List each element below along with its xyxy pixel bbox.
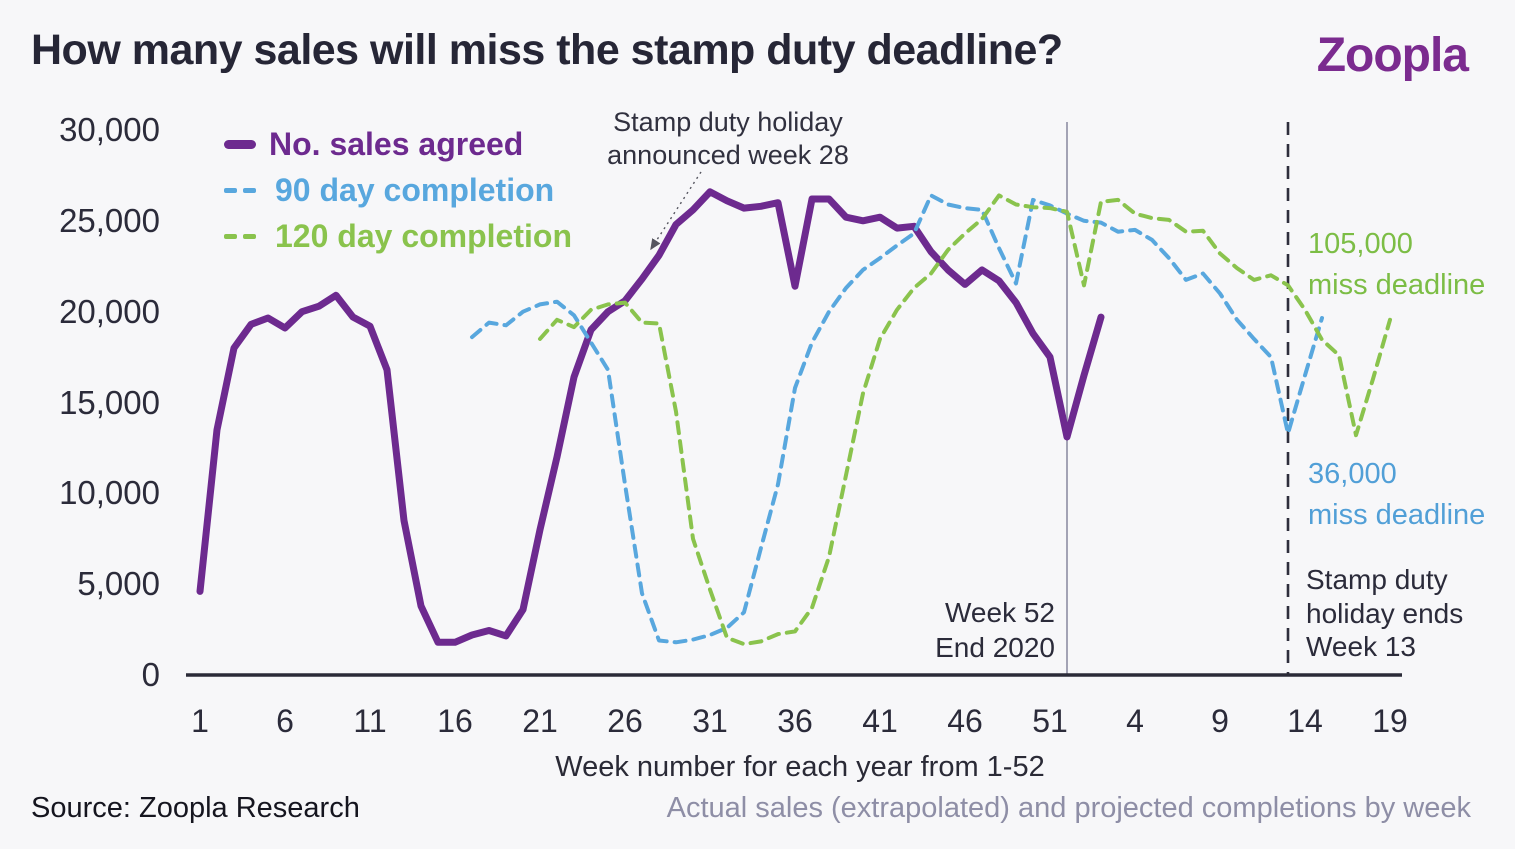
- series-no-sales-agreed: [196, 188, 1105, 646]
- y-tick-label: 5,000: [77, 565, 160, 603]
- annotation-line: Stamp duty holiday: [613, 107, 843, 137]
- x-axis-title: Week number for each year from 1-52: [555, 751, 1045, 783]
- dashed-line-swatch-icon: [224, 187, 262, 193]
- y-tick-label: 15,000: [59, 383, 160, 421]
- y-tick-label: 30,000: [59, 111, 160, 148]
- series-120-day-completion: [538, 193, 1392, 647]
- x-tick-label: 14: [1287, 703, 1323, 739]
- annotation-line: Week 13: [1306, 631, 1416, 663]
- callout-36000-miss-deadline: 36,000 miss deadline: [1308, 454, 1485, 536]
- legend-label: 90 day completion: [275, 171, 555, 208]
- annotation-line: End 2020: [935, 631, 1055, 663]
- annotation-week52-end-2020: Week 52 End 2020: [885, 596, 1055, 665]
- callout-label: miss deadline: [1308, 269, 1486, 302]
- y-tick-label: 20,000: [59, 292, 160, 330]
- annotation-line: Stamp duty: [1306, 564, 1448, 595]
- callout-105000-miss-deadline: 105,000 miss deadline: [1308, 224, 1485, 306]
- chart-caption: Actual sales (extrapolated) and projecte…: [666, 792, 1471, 824]
- series-90-day-completion: [470, 193, 1324, 645]
- solid-line-swatch-icon: [224, 139, 256, 149]
- x-tick-label: 36: [777, 703, 813, 739]
- x-tick-label: 51: [1032, 703, 1068, 739]
- y-tick-label: 0: [141, 656, 160, 693]
- x-tick-label: 26: [607, 703, 643, 739]
- x-tick-label: 6: [276, 703, 294, 739]
- annotation-line: Week 52: [945, 597, 1055, 628]
- page-title: How many sales will miss the stamp duty …: [31, 26, 1063, 74]
- dashed-line-swatch-icon: [224, 233, 262, 239]
- x-tick-label: 11: [353, 703, 387, 739]
- annotation-line: holiday ends: [1306, 597, 1464, 629]
- series-lines: [196, 188, 1392, 647]
- callout-value: 36,000: [1308, 458, 1397, 490]
- legend-item: 90 day completion: [224, 172, 572, 208]
- zoopla-logo: Zoopla: [1316, 29, 1469, 82]
- annotation-holiday-ends-week13: Stamp duty holiday ends Week 13: [1306, 563, 1463, 664]
- x-tick-label: 31: [692, 703, 728, 739]
- x-tick-label: 16: [437, 703, 473, 739]
- x-tick-label: 19: [1372, 703, 1408, 739]
- annotation-stamp-duty-announced: Stamp duty holiday announced week 28: [588, 106, 868, 172]
- x-tick-label: 46: [947, 703, 983, 739]
- source-note: Source: Zoopla Research: [31, 792, 360, 824]
- x-tick-label: 9: [1211, 703, 1229, 739]
- x-tick-label: 21: [522, 703, 558, 739]
- callout-label: miss deadline: [1308, 499, 1486, 532]
- legend: No. sales agreed 90 day completion 120 day…: [224, 126, 572, 254]
- legend-label: 120 day completion: [275, 217, 572, 254]
- y-tick-label: 25,000: [59, 201, 160, 239]
- x-tick-label: 41: [862, 703, 898, 739]
- legend-item: 120 day completion: [224, 218, 572, 254]
- y-tick-label: 10,000: [59, 474, 160, 512]
- callout-value: 105,000: [1308, 228, 1413, 260]
- legend-item: No. sales agreed: [224, 126, 572, 162]
- x-tick-label: 4: [1126, 703, 1144, 739]
- annotation-line: announced week 28: [607, 139, 849, 170]
- x-tick-label: 1: [191, 703, 209, 739]
- legend-label: No. sales agreed: [269, 125, 524, 162]
